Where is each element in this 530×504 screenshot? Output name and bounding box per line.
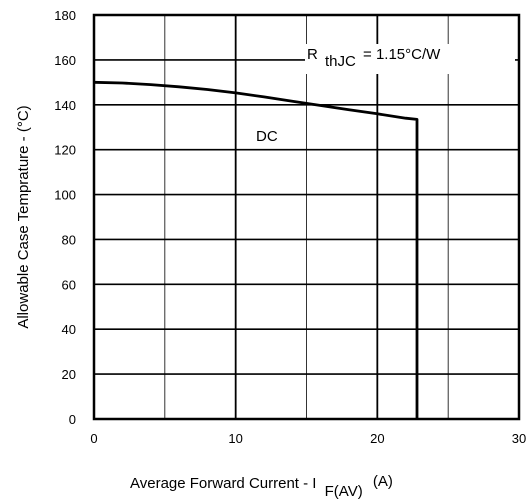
grid	[94, 15, 519, 419]
rth-value: = 1.15°C/W	[363, 46, 441, 63]
tick-labels: 0 10 20 30 0 20 40 60 80 100 120 140 160 180	[54, 8, 526, 446]
x-axis-title-main: Average Forward Current - I	[130, 475, 316, 492]
x-tick-label-10: 10	[228, 431, 242, 446]
x-tick-label-0: 0	[90, 431, 97, 446]
series-line-dc	[93, 80, 419, 419]
y-tick-label-0: 0	[69, 412, 76, 427]
y-tick-label-100: 100	[54, 188, 76, 203]
y-tick-label-60: 60	[62, 277, 76, 292]
rth-annotation-bg	[305, 44, 515, 74]
y-tick-label-120: 120	[54, 143, 76, 158]
x-tick-label-30: 30	[512, 431, 526, 446]
y-tick-label-20: 20	[62, 367, 76, 382]
y-tick-label-80: 80	[62, 232, 76, 247]
y-axis-title: Allowable Case Temprature - (°C)	[15, 105, 32, 328]
x-tick-label-20: 20	[370, 431, 384, 446]
series-group	[93, 80, 419, 419]
rth-prefix: R	[307, 46, 318, 63]
x-axis-title: Average Forward Current - I F(AV) (A)	[130, 473, 393, 500]
y-tick-label-40: 40	[62, 322, 76, 337]
series-label-dc: DC	[256, 128, 278, 145]
rth-annotation: R thJC = 1.15°C/W	[307, 46, 441, 70]
rth-subscript: thJC	[325, 53, 356, 70]
y-tick-label-180: 180	[54, 8, 76, 23]
y-tick-label-160: 160	[54, 53, 76, 68]
x-axis-title-unit: (A)	[373, 473, 393, 490]
x-axis-title-sub: F(AV)	[325, 483, 363, 500]
y-tick-label-140: 140	[54, 98, 76, 113]
plot-frame	[92, 13, 521, 421]
